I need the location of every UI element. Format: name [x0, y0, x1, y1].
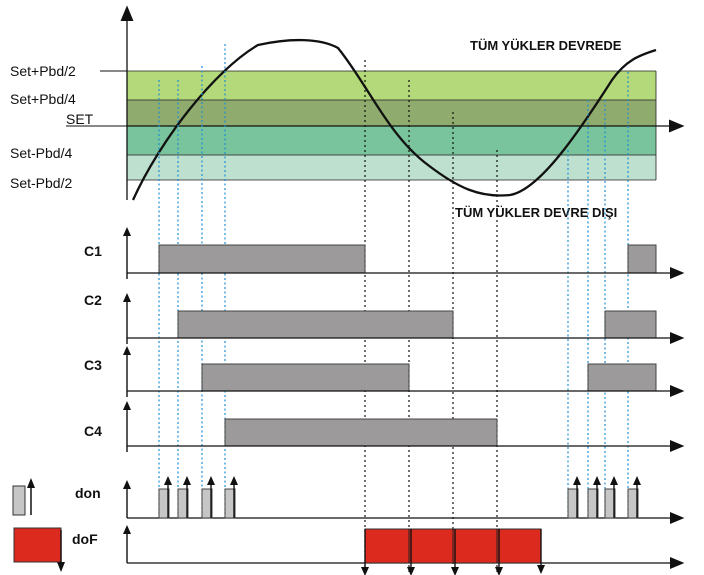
don-pulse-arrow-head: [183, 476, 191, 485]
dof-pulse-arrow-head: [451, 567, 459, 575]
signal-axis-c1-head: [123, 227, 131, 236]
level-label-set-minus-pbd-4: Set-Pbd/4: [10, 145, 72, 161]
signal-c3-on-bar: [587, 363, 657, 392]
row-label-don: don: [75, 485, 101, 501]
band-top: [127, 71, 656, 100]
row-label-c4: C4: [84, 423, 102, 439]
don-pulse-arrow-head: [593, 476, 601, 485]
legend-dof-swatch: [13, 527, 62, 563]
dof-pulse-arrow-head: [495, 567, 503, 575]
annotation-all-loads-on: TÜM YÜKLER DEVREDE: [470, 38, 622, 53]
signal-c2-on-bar: [604, 310, 657, 339]
band-bottom: [127, 155, 656, 180]
annotation-all-loads-off: TÜM YÜKLER DEVRE DIŞI: [455, 205, 617, 220]
row-label-c1: C1: [84, 243, 102, 259]
signal-c1-on-bar: [627, 244, 657, 274]
don-pulse: [567, 488, 579, 519]
row-label-c2: C2: [84, 292, 102, 308]
don-pulse: [587, 488, 599, 519]
dof-pulse-arrow-head: [361, 567, 369, 575]
band-mid-upper: [127, 100, 656, 126]
legend-don-swatch: [12, 485, 26, 516]
level-label-set: SET: [66, 111, 94, 127]
level-label-set-plus-pbd-4: Set+Pbd/4: [10, 91, 76, 107]
signal-axis-c2-head: [123, 293, 131, 302]
don-pulse: [177, 488, 189, 519]
signal-axis-dof-head: [123, 525, 131, 534]
don-pulse: [201, 488, 213, 519]
don-pulse-arrow-head: [633, 476, 641, 485]
signal-axis-don-head: [123, 480, 131, 489]
temperature-curve: [131, 38, 657, 201]
level-label-set-minus-pbd-2: Set-Pbd/2: [10, 175, 72, 191]
signal-c2-on-bar: [177, 310, 454, 339]
don-pulse-arrow-head: [610, 476, 618, 485]
dof-pulse-arrow-head: [407, 567, 415, 575]
don-pulse-arrow-head: [230, 476, 238, 485]
row-label-c3: C3: [84, 357, 102, 373]
dof-pulse-arrow-end-head: [537, 565, 545, 574]
band-mid-lower: [127, 126, 656, 155]
don-pulse-arrow-head: [207, 476, 215, 485]
signal-axis-c4-head: [123, 401, 131, 410]
signal-c4-on-bar: [224, 418, 498, 447]
signal-c3-on-bar: [201, 363, 410, 392]
signal-c1-on-bar: [158, 244, 366, 274]
signal-axis-c3-head: [123, 346, 131, 355]
don-pulse: [604, 488, 616, 519]
row-label-dof: doF: [72, 531, 98, 547]
don-pulse: [627, 488, 639, 519]
don-pulse-arrow-head: [573, 476, 581, 485]
level-label-set-plus-pbd-2: Set+Pbd/2: [10, 63, 76, 79]
don-pulse: [158, 488, 170, 519]
don-pulse-arrow-head: [164, 476, 172, 485]
don-pulse: [224, 488, 236, 519]
